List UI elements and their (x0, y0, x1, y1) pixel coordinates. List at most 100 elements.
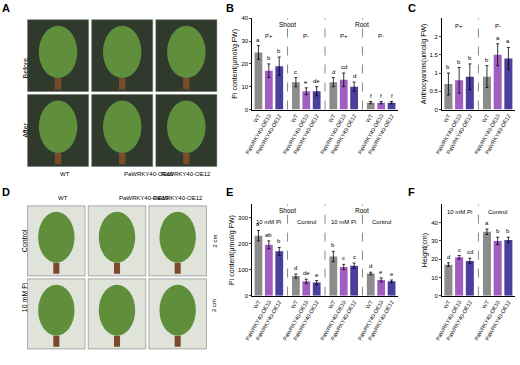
svg-text:b: b (496, 228, 500, 234)
svg-text:b: b (277, 238, 281, 244)
svg-text:1.5: 1.5 (430, 52, 439, 58)
svg-text:a: a (256, 37, 260, 43)
svg-text:B: B (226, 2, 234, 14)
svg-text:WT: WT (442, 299, 452, 310)
svg-text:A: A (2, 2, 10, 14)
svg-text:PaWRKY40-OE10: PaWRKY40-OE10 (357, 113, 385, 155)
svg-text:2: 2 (435, 34, 439, 40)
svg-text:PaWRKY40-OE10: PaWRKY40-OE10 (124, 171, 174, 177)
svg-text:b: b (457, 59, 461, 65)
svg-text:b: b (468, 55, 472, 61)
svg-text:WT: WT (365, 299, 375, 310)
svg-text:b: b (331, 242, 335, 248)
svg-text:PaWRKY40-OE12: PaWRKY40-OE12 (330, 113, 358, 155)
svg-text:PaWRKY40-OE12: PaWRKY40-OE12 (484, 113, 512, 155)
svg-text:Control: Control (297, 219, 316, 225)
svg-text:WT: WT (252, 113, 262, 124)
svg-text:a: a (496, 35, 500, 41)
svg-text:PaWRKY40-OE12: PaWRKY40-OE12 (484, 299, 512, 341)
svg-text:WT: WT (60, 171, 70, 177)
svg-text:0: 0 (245, 107, 249, 113)
svg-text:WT: WT (481, 299, 491, 310)
svg-text:a: a (256, 221, 260, 227)
svg-text:200: 200 (238, 241, 249, 247)
svg-text:10 mM Pi: 10 mM Pi (447, 209, 472, 215)
svg-text:PaWRKY40-OE12: PaWRKY40-OE12 (292, 113, 320, 155)
svg-text:300: 300 (238, 215, 249, 221)
svg-text:P-: P- (378, 33, 384, 39)
svg-text:PaWRKY40-OE10: PaWRKY40-OE10 (319, 113, 347, 155)
svg-text:Root: Root (355, 21, 369, 28)
svg-text:c: c (294, 69, 297, 75)
svg-text:PaWRKY40-OE10: PaWRKY40-OE10 (435, 113, 463, 155)
svg-text:WT: WT (290, 299, 300, 310)
svg-text:PaWRKY40-OE12: PaWRKY40-OE12 (445, 113, 473, 155)
svg-text:WT: WT (252, 299, 262, 310)
svg-text:d: d (369, 263, 372, 269)
svg-text:e: e (379, 269, 383, 275)
svg-text:WT: WT (365, 113, 375, 124)
svg-text:30: 30 (431, 238, 438, 244)
svg-text:PaWRKY40-OE10: PaWRKY40-OE10 (473, 299, 501, 341)
svg-text:Anthocyanins(umol/g FW): Anthocyanins(umol/g FW) (420, 24, 428, 105)
svg-text:PaWRKY40-OE10: PaWRKY40-OE10 (319, 299, 347, 341)
svg-text:e: e (304, 79, 308, 85)
svg-text:a: a (485, 220, 489, 226)
svg-text:10: 10 (241, 84, 248, 90)
svg-text:PaWRKY40-OE12: PaWRKY40-OE12 (367, 113, 395, 155)
svg-text:Before: Before (22, 58, 29, 79)
svg-text:PaWRKY40-OE12: PaWRKY40-OE12 (367, 299, 395, 341)
svg-text:d: d (447, 254, 450, 260)
svg-text:0.5: 0.5 (430, 88, 439, 94)
svg-text:Pi content(μmol/g FW): Pi content(μmol/g FW) (231, 29, 239, 99)
svg-text:PaWRKY40-OE12: PaWRKY40-OE12 (330, 299, 358, 341)
svg-text:2 cm: 2 cm (211, 299, 217, 312)
svg-text:20: 20 (431, 256, 438, 262)
svg-text:10: 10 (431, 275, 438, 281)
svg-text:de: de (303, 270, 310, 276)
svg-text:ab: ab (265, 232, 272, 238)
svg-text:2 cm: 2 cm (212, 234, 218, 247)
svg-text:PaWRKY40-OE10: PaWRKY40-OE10 (119, 195, 169, 201)
svg-text:E: E (226, 186, 233, 198)
svg-text:10 mM Pi: 10 mM Pi (256, 219, 281, 225)
svg-text:e: e (390, 271, 394, 277)
svg-text:C: C (408, 2, 416, 14)
svg-text:f: f (391, 93, 393, 99)
svg-text:d: d (294, 265, 297, 271)
svg-text:40: 40 (431, 220, 438, 226)
svg-text:b: b (506, 228, 510, 234)
svg-text:WT: WT (481, 113, 491, 124)
svg-text:b: b (446, 64, 450, 70)
svg-text:c: c (458, 247, 461, 253)
svg-text:c: c (342, 255, 345, 261)
svg-text:Height(cm): Height(cm) (421, 233, 429, 267)
svg-text:Control: Control (372, 219, 391, 225)
svg-text:P+: P+ (340, 33, 348, 39)
svg-text:30: 30 (241, 38, 248, 44)
svg-text:PaWRKY40-OE10: PaWRKY40-OE10 (244, 113, 272, 155)
svg-text:WT: WT (58, 195, 68, 201)
svg-text:f: f (370, 93, 372, 99)
svg-text:cd: cd (341, 64, 347, 70)
svg-text:PaWRKY40-OE12: PaWRKY40-OE12 (153, 195, 203, 201)
svg-text:10 mM Pi: 10 mM Pi (331, 219, 356, 225)
svg-text:P-: P- (495, 23, 501, 29)
svg-text:WT: WT (327, 113, 337, 124)
svg-text:PaWRKY40-OE10: PaWRKY40-OE10 (282, 113, 310, 155)
svg-text:After: After (22, 122, 29, 137)
svg-text:P+: P+ (265, 33, 273, 39)
svg-text:e: e (315, 272, 319, 278)
svg-text:PaWRKY40-OE12: PaWRKY40-OE12 (255, 113, 283, 155)
svg-text:d: d (332, 69, 335, 75)
svg-text:PaWRKY40-OE10: PaWRKY40-OE10 (357, 299, 385, 341)
svg-text:0: 0 (245, 293, 249, 299)
svg-text:D: D (2, 186, 10, 198)
svg-text:PaWRKY40-OE10: PaWRKY40-OE10 (282, 299, 310, 341)
svg-text:PaWRKY40-OE10: PaWRKY40-OE10 (435, 299, 463, 341)
svg-text:100: 100 (238, 267, 249, 273)
svg-text:Control: Control (488, 209, 507, 215)
svg-text:b: b (485, 57, 489, 63)
svg-text:WT: WT (442, 113, 452, 124)
svg-text:0: 0 (435, 107, 439, 113)
